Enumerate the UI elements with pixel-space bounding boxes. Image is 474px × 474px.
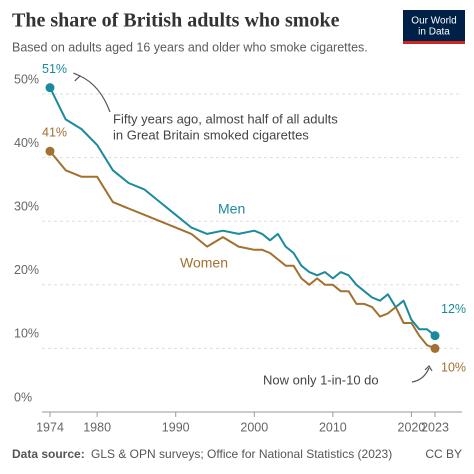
legend-label: Women [180,255,228,271]
x-tick-label: 2000 [240,420,268,434]
end-point [430,343,440,353]
logo-text: Our World [411,16,456,27]
x-tick-label: 1974 [36,420,64,434]
x-tick-label: 2010 [319,420,347,434]
annotation: in Great Britain smoked cigarettes [113,127,309,142]
legend-label: Men [218,201,245,217]
license: CC BY [425,447,462,461]
start-point [45,83,55,93]
source: GLS & OPN surveys; Office for National S… [91,447,392,461]
x-tick-label: 1980 [83,420,111,434]
annotation-arrowhead [73,72,82,82]
y-tick-label: 10% [14,327,39,341]
series-line [49,150,436,350]
y-tick-label: 50% [14,72,39,86]
series-line [49,87,436,337]
x-tick-label: 2020 [398,420,426,434]
y-tick-label: 40% [14,136,39,150]
annotation-arrowhead [424,365,433,372]
logo-box [403,10,465,44]
annotation-arrow [411,367,430,383]
annotation-arrow [79,75,111,113]
x-tick-label: 2023 [421,420,449,434]
start-point [45,146,55,156]
end-point [430,331,440,341]
chart-subtitle: Based on adults aged 16 years and older … [12,40,368,54]
source-label: Data source: [12,447,85,461]
y-tick-label: 0% [14,390,32,404]
x-tick-label: 1990 [162,420,190,434]
logo-bar [403,41,465,44]
end-label: 10% [441,361,466,375]
start-label: 41% [42,126,67,140]
annotation: Now only 1-in-10 do [263,372,379,387]
logo-text: in Data [418,27,450,38]
chart-title: The share of British adults who smoke [12,10,340,32]
annotation: Fifty years ago, almost half of all adul… [113,111,338,126]
y-tick-label: 30% [14,199,39,213]
end-label: 12% [441,302,466,316]
start-label: 51% [42,62,67,76]
y-tick-label: 20% [14,263,39,277]
